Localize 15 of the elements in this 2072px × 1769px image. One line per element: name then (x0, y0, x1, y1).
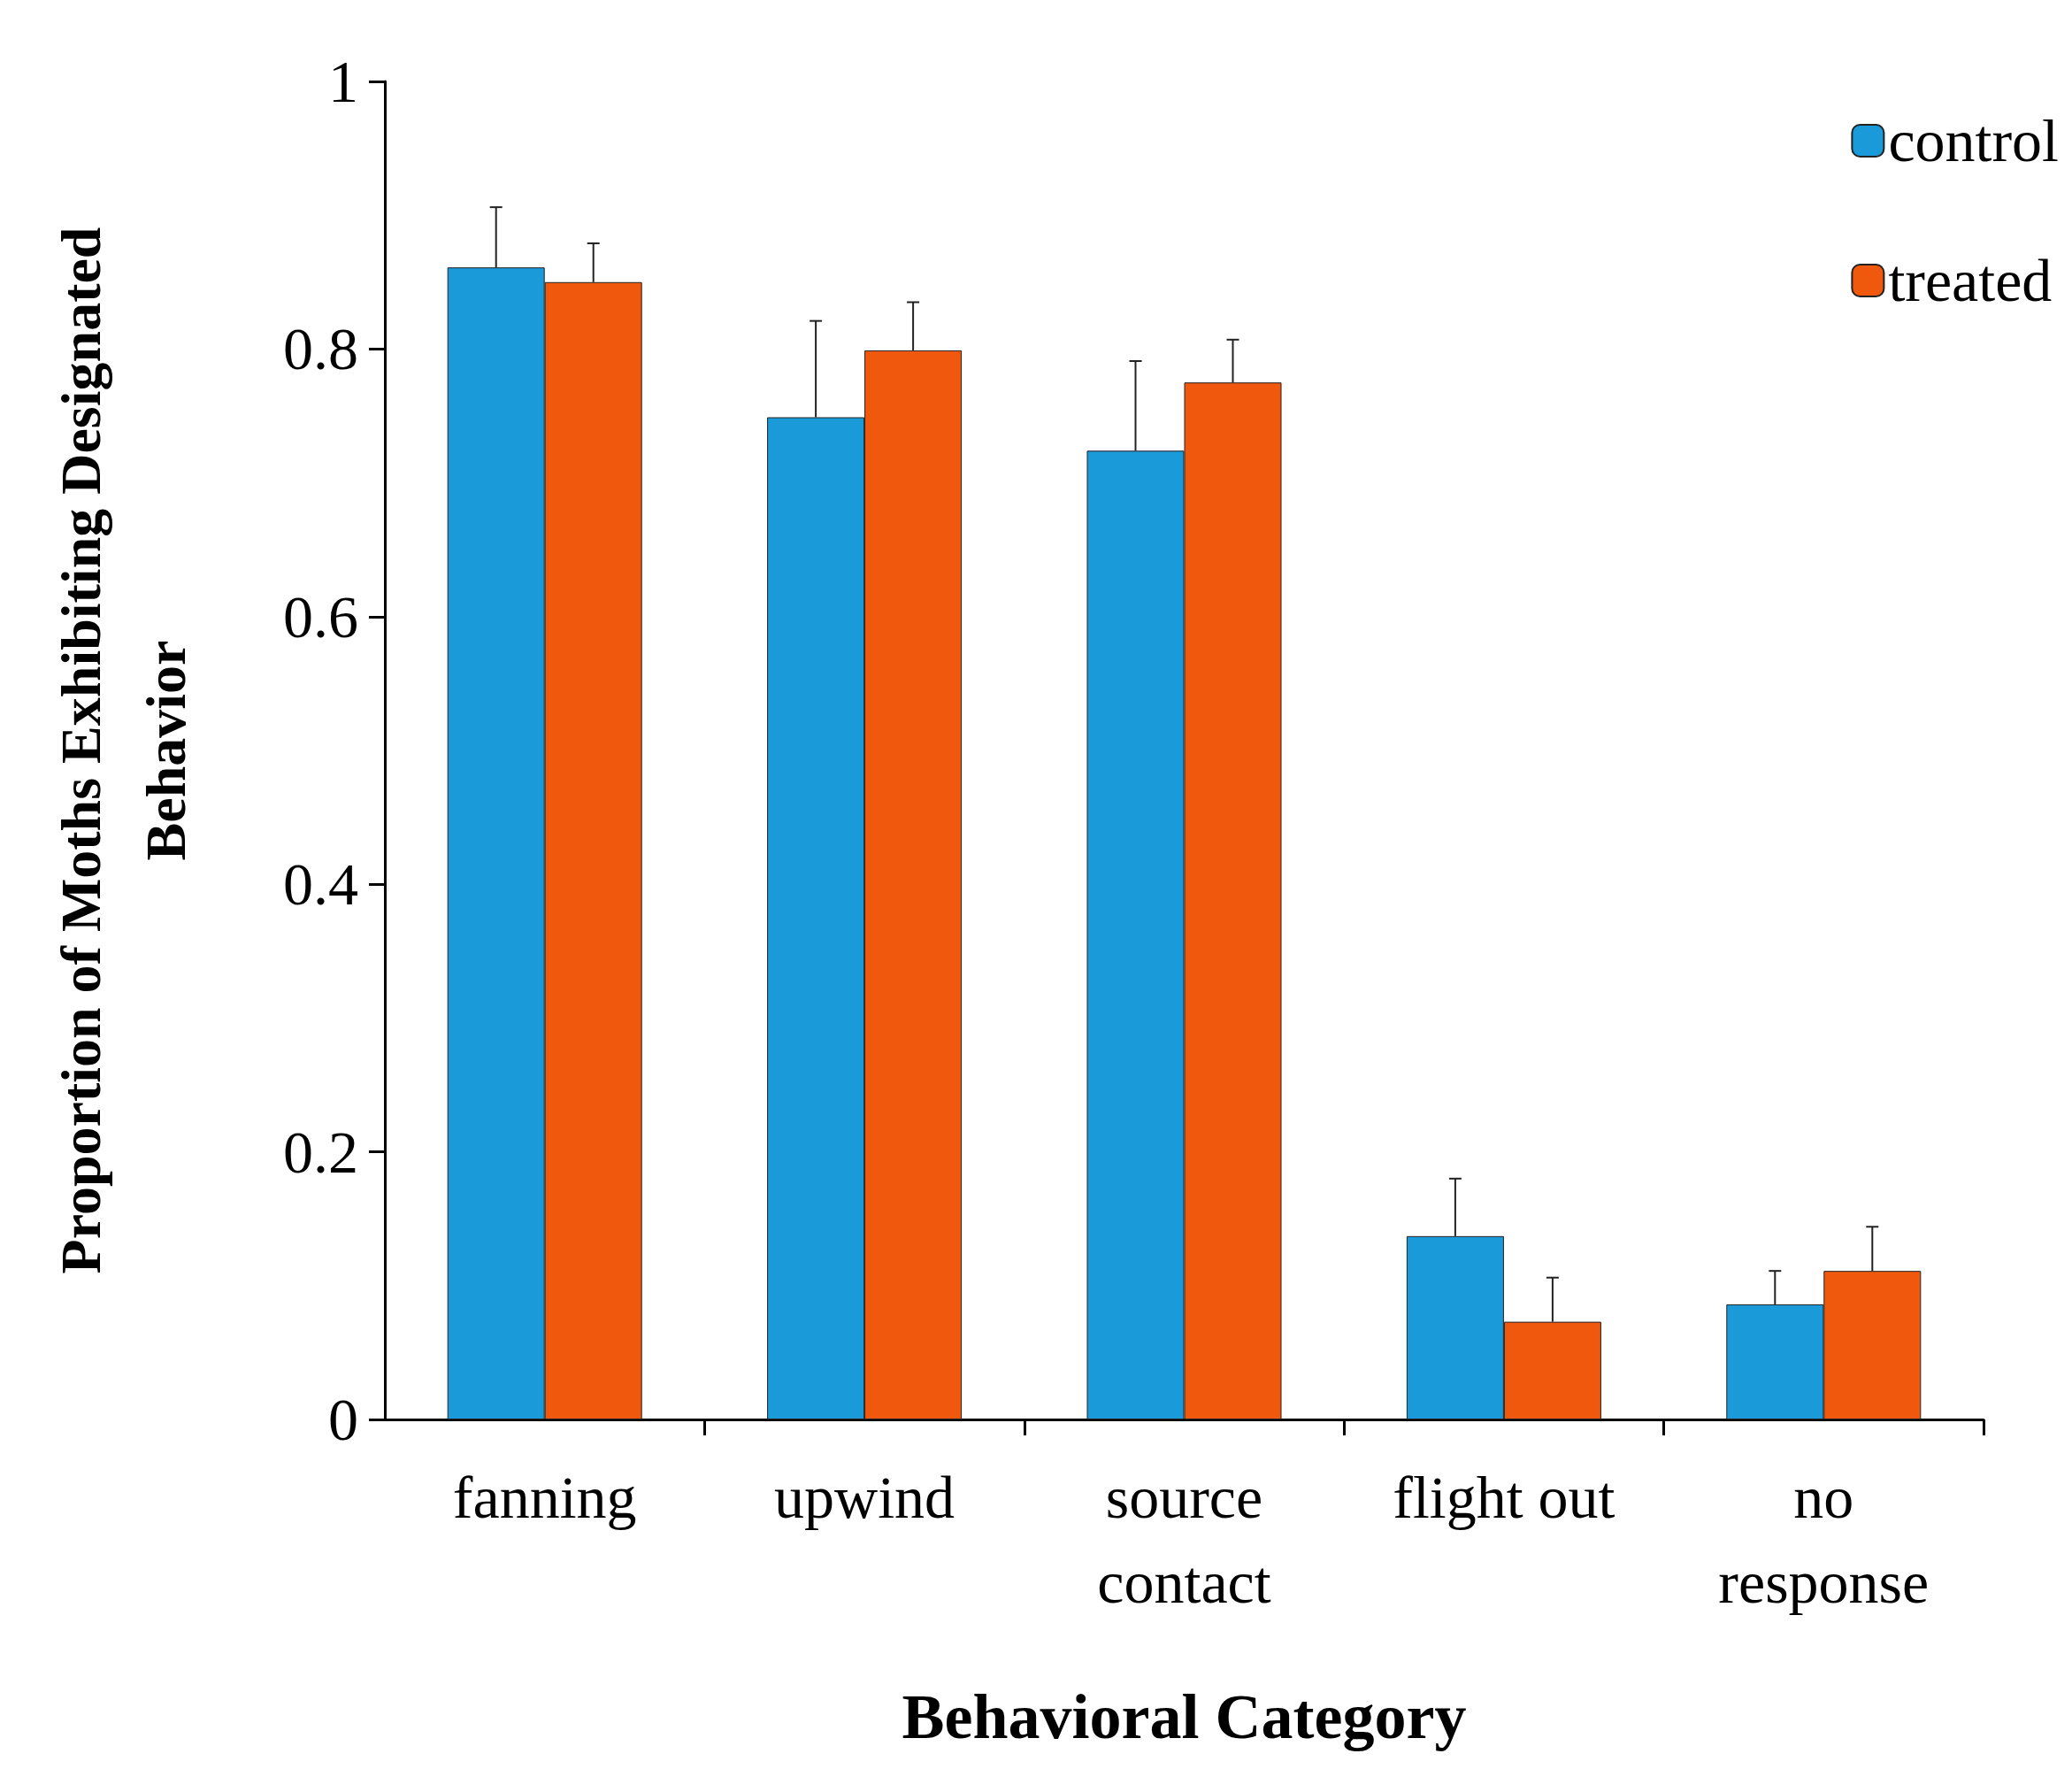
x-tick-label: no response (1718, 1464, 1930, 1616)
x-tick-label: flight out (1393, 1464, 1615, 1531)
y-tick-label: 0 (328, 1386, 358, 1453)
y-tick-label: 0.8 (283, 315, 358, 383)
x-tick-label: source contact (1097, 1464, 1271, 1616)
x-tick-label: upwind (774, 1464, 955, 1531)
y-tick-label: 0.4 (283, 850, 358, 919)
y-tick-label: 0.6 (283, 582, 358, 650)
y-tick-label: 0.2 (283, 1118, 358, 1186)
legend-label: treated (1888, 247, 2053, 314)
y-axis-title: Proportion of Moths Exhibiting Designated Behavior (49, 227, 197, 1274)
y-tick-label: 1 (328, 48, 358, 115)
x-axis-title: Behavioral Category (902, 1681, 1467, 1752)
x-tick-label: fanning (452, 1464, 637, 1531)
legend-label: control (1888, 107, 2060, 174)
